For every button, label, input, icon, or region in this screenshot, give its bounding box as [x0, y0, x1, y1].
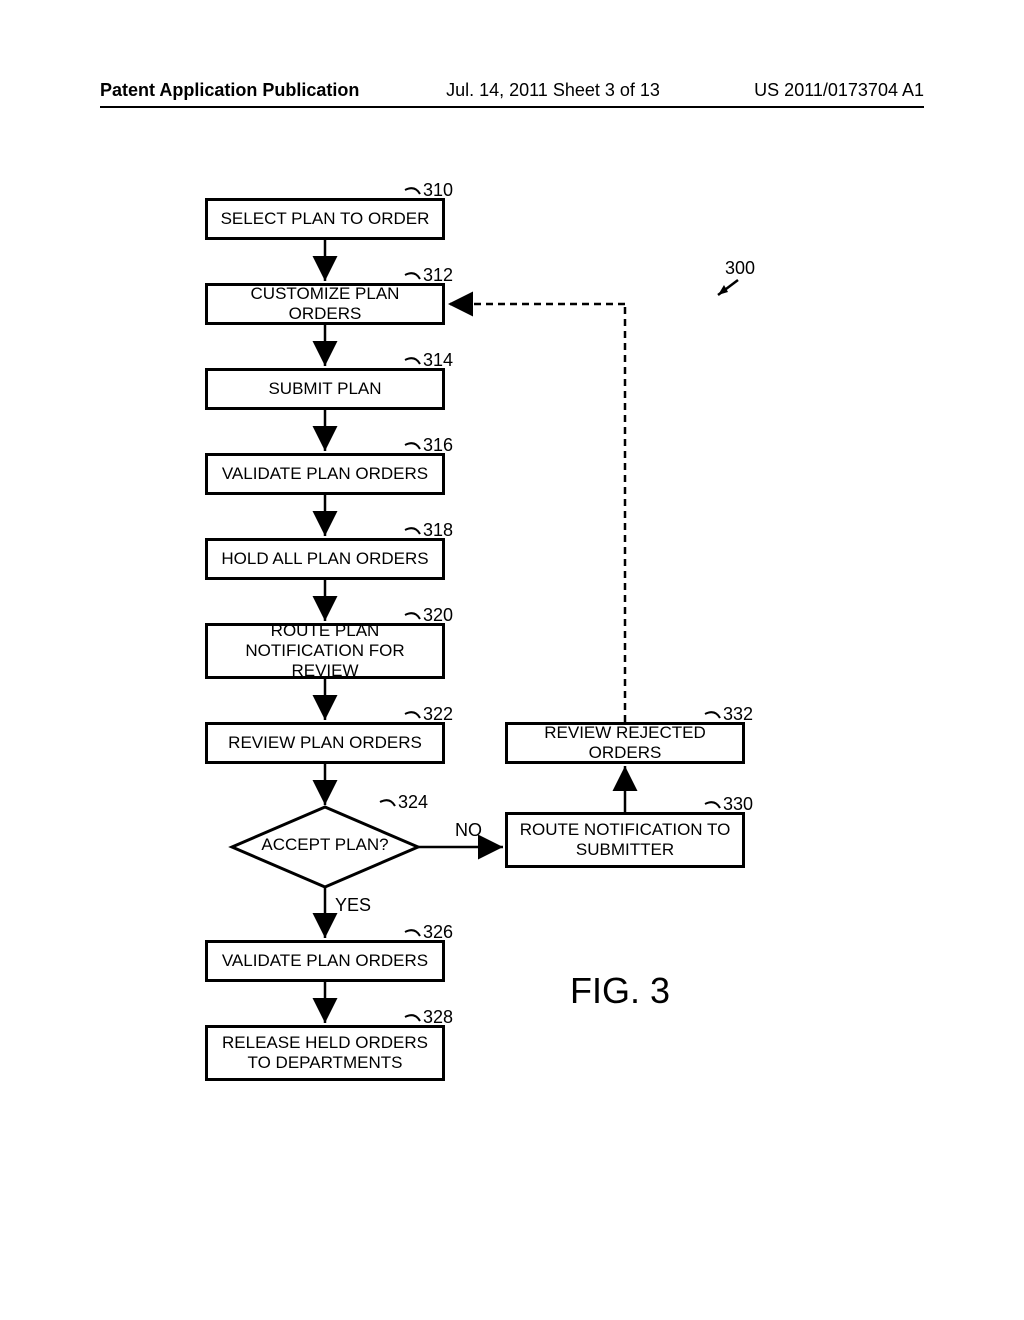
figure-label: FIG. 3 [570, 970, 670, 1012]
ref-300: 300 [725, 258, 755, 279]
edge-label-yes: YES [335, 895, 371, 916]
node-label: REVIEW REJECTED ORDERS [512, 723, 738, 763]
ref-312: 312 [423, 265, 453, 286]
ref-320: 320 [423, 605, 453, 626]
node-route-submitter: ROUTE NOTIFICATION TO SUBMITTER [505, 812, 745, 868]
node-validate-plan-1: VALIDATE PLAN ORDERS [205, 453, 445, 495]
node-label: CUSTOMIZE PLAN ORDERS [212, 284, 438, 324]
ref-330: 330 [723, 794, 753, 815]
flowchart-diagram: SELECT PLAN TO ORDER CUSTOMIZE PLAN ORDE… [0, 180, 1024, 1280]
node-validate-plan-2: VALIDATE PLAN ORDERS [205, 940, 445, 982]
node-select-plan: SELECT PLAN TO ORDER [205, 198, 445, 240]
node-customize-plan: CUSTOMIZE PLAN ORDERS [205, 283, 445, 325]
ref-328: 328 [423, 1007, 453, 1028]
header-left: Patent Application Publication [100, 80, 359, 101]
node-label: SELECT PLAN TO ORDER [221, 209, 430, 229]
node-label: RELEASE HELD ORDERS TO DEPARTMENTS [212, 1033, 438, 1073]
node-hold-orders: HOLD ALL PLAN ORDERS [205, 538, 445, 580]
header-center: Jul. 14, 2011 Sheet 3 of 13 [446, 80, 660, 101]
node-label: VALIDATE PLAN ORDERS [222, 464, 428, 484]
ref-332: 332 [723, 704, 753, 725]
ref-314: 314 [423, 350, 453, 371]
ref-316: 316 [423, 435, 453, 456]
node-label: ACCEPT PLAN? [261, 835, 388, 854]
node-label: HOLD ALL PLAN ORDERS [221, 549, 428, 569]
flowchart-svg [0, 180, 1024, 1180]
ref-324: 324 [398, 792, 428, 813]
edge-label-no: NO [455, 820, 482, 841]
node-release-orders: RELEASE HELD ORDERS TO DEPARTMENTS [205, 1025, 445, 1081]
ref-310: 310 [423, 180, 453, 201]
ref-322: 322 [423, 704, 453, 725]
node-review-rejected: REVIEW REJECTED ORDERS [505, 722, 745, 764]
header-right: US 2011/0173704 A1 [754, 80, 924, 101]
node-accept-plan: ACCEPT PLAN? [232, 835, 418, 855]
node-label: SUBMIT PLAN [268, 379, 381, 399]
node-label: VALIDATE PLAN ORDERS [222, 951, 428, 971]
node-label: REVIEW PLAN ORDERS [228, 733, 422, 753]
ref-326: 326 [423, 922, 453, 943]
node-label: ROUTE NOTIFICATION TO SUBMITTER [512, 820, 738, 860]
node-route-review: ROUTE PLAN NOTIFICATION FOR REVIEW [205, 623, 445, 679]
node-label: ROUTE PLAN NOTIFICATION FOR REVIEW [212, 621, 438, 681]
node-review-plan: REVIEW PLAN ORDERS [205, 722, 445, 764]
page-header: Patent Application Publication Jul. 14, … [100, 80, 924, 108]
ref-318: 318 [423, 520, 453, 541]
node-submit-plan: SUBMIT PLAN [205, 368, 445, 410]
